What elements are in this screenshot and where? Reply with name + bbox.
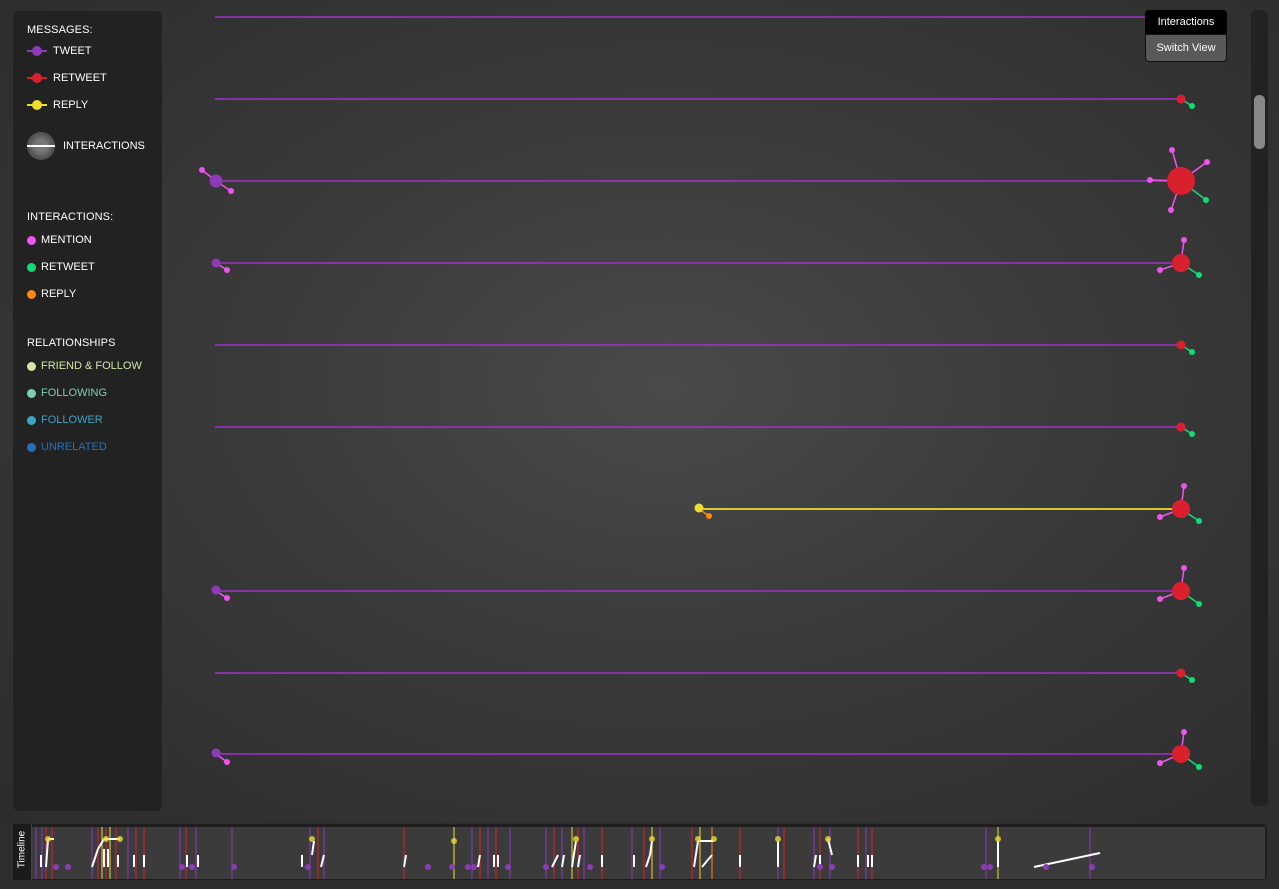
tweet-node[interactable] xyxy=(211,748,221,758)
reply-line-icon xyxy=(27,99,47,111)
timeline-tick-lines xyxy=(35,827,1091,879)
switch-view-button[interactable]: Switch View xyxy=(1145,34,1227,62)
retweet-node[interactable] xyxy=(1167,167,1195,195)
mention-interaction-dot[interactable] xyxy=(1168,207,1174,213)
mention-interaction-dot[interactable] xyxy=(224,759,230,765)
legend-item-label: TWEET xyxy=(53,45,92,57)
unrelated-dot-icon xyxy=(27,442,36,452)
interactions-halo-icon xyxy=(27,132,55,160)
mention-interaction-dot[interactable] xyxy=(1204,159,1210,165)
legend-item-interactions[interactable]: INTERACTIONS xyxy=(27,132,162,160)
message-threads-chart[interactable] xyxy=(0,0,1279,822)
tweet-node[interactable] xyxy=(211,585,221,595)
view-title: Interactions xyxy=(1145,10,1227,34)
tweet-line-icon xyxy=(27,45,47,57)
retweet-interaction-dot[interactable] xyxy=(1189,677,1195,683)
legend-item-friend-follow[interactable]: FRIEND & FOLLOW xyxy=(27,359,162,373)
tweet-node[interactable] xyxy=(209,174,223,188)
vertical-scrollbar[interactable] xyxy=(1251,10,1268,806)
mention-interaction-dot[interactable] xyxy=(224,595,230,601)
retweet-node[interactable] xyxy=(1176,340,1186,350)
mention-interaction-dot[interactable] xyxy=(1157,596,1163,602)
mention-interaction-dot[interactable] xyxy=(224,267,230,273)
legend-item-reply-interaction[interactable]: REPLY xyxy=(27,287,162,301)
retweet-node[interactable] xyxy=(1172,582,1190,600)
retweet-line-icon xyxy=(27,72,47,84)
follower-dot-icon xyxy=(27,415,36,425)
retweet-dot-icon xyxy=(27,262,36,272)
mention-interaction-dot[interactable] xyxy=(199,167,205,173)
retweet-node[interactable] xyxy=(1172,254,1190,272)
retweet-node[interactable] xyxy=(1176,94,1186,104)
legend-item-label: FOLLOWER xyxy=(41,414,103,426)
mention-interaction-dot[interactable] xyxy=(1157,760,1163,766)
interaction-canvas[interactable]: MESSAGES: TWEET RETWEET REPLY INTERACTIO… xyxy=(0,0,1279,822)
following-dot-icon xyxy=(27,388,36,398)
mention-interaction-dot[interactable] xyxy=(228,188,234,194)
legend-item-label: REPLY xyxy=(53,99,89,111)
retweet-interaction-dot[interactable] xyxy=(1189,103,1195,109)
legend-item-label: REPLY xyxy=(41,288,77,300)
legend-item-unrelated[interactable]: UNRELATED xyxy=(27,440,162,454)
view-panel: Interactions Switch View xyxy=(1145,10,1227,66)
mention-interaction-dot[interactable] xyxy=(1147,177,1153,183)
legend-item-label: FRIEND & FOLLOW xyxy=(41,360,142,372)
legend-item-label: INTERACTIONS xyxy=(63,140,145,152)
scrollbar-thumb[interactable] xyxy=(1254,95,1265,149)
reply-dot-icon xyxy=(27,289,36,299)
mention-interaction-dot[interactable] xyxy=(1181,237,1187,243)
retweet-interaction-dot[interactable] xyxy=(1196,518,1202,524)
timeline-overview[interactable] xyxy=(32,827,1265,879)
retweet-node[interactable] xyxy=(1172,745,1190,763)
retweet-interaction-dot[interactable] xyxy=(1189,349,1195,355)
legend-item-label: RETWEET xyxy=(53,72,107,84)
mention-interaction-dot[interactable] xyxy=(1157,514,1163,520)
legend-item-following[interactable]: FOLLOWING xyxy=(27,386,162,400)
mention-interaction-dot[interactable] xyxy=(1181,483,1187,489)
legend-item-label: RETWEET xyxy=(41,261,95,273)
mention-interaction-dot[interactable] xyxy=(1181,565,1187,571)
mention-dot-icon xyxy=(27,235,36,245)
legend-messages-heading: MESSAGES: xyxy=(27,24,93,36)
legend-item-label: FOLLOWING xyxy=(41,387,108,399)
legend-item-label: MENTION xyxy=(41,234,92,246)
legend-item-tweet[interactable]: TWEET xyxy=(27,44,162,58)
legend-item-retweet[interactable]: RETWEET xyxy=(27,71,162,85)
legend-relationships-heading: RELATIONSHIPS xyxy=(27,337,116,349)
legend-interactions-heading: INTERACTIONS: xyxy=(27,211,114,223)
timeline-interaction-marks xyxy=(40,838,1101,868)
legend-item-retweet-interaction[interactable]: RETWEET xyxy=(27,260,162,274)
retweet-node[interactable] xyxy=(1176,422,1186,432)
timeline-panel: Timeline xyxy=(13,824,1267,880)
timeline-dots xyxy=(45,836,1095,870)
legend-panel: MESSAGES: TWEET RETWEET REPLY INTERACTIO… xyxy=(13,11,162,811)
friend-follow-dot-icon xyxy=(27,361,36,371)
reply-interaction-dot[interactable] xyxy=(706,513,712,519)
retweet-node[interactable] xyxy=(1172,500,1190,518)
legend-item-reply[interactable]: REPLY xyxy=(27,98,162,112)
retweet-interaction-dot[interactable] xyxy=(1196,601,1202,607)
timeline-brush-area[interactable] xyxy=(32,827,1265,879)
retweet-interaction-dot[interactable] xyxy=(1203,197,1209,203)
retweet-interaction-dot[interactable] xyxy=(1196,764,1202,770)
timeline-label: Timeline xyxy=(16,830,28,869)
legend-item-mention[interactable]: MENTION xyxy=(27,233,162,247)
tweet-node[interactable] xyxy=(211,258,221,268)
legend-item-label: UNRELATED xyxy=(41,441,107,453)
retweet-interaction-dot[interactable] xyxy=(1196,272,1202,278)
reply-node[interactable] xyxy=(694,503,704,513)
timeline-label-box: Timeline xyxy=(13,824,32,880)
legend-item-follower[interactable]: FOLLOWER xyxy=(27,413,162,427)
retweet-interaction-dot[interactable] xyxy=(1189,431,1195,437)
retweet-node[interactable] xyxy=(1176,668,1186,678)
mention-interaction-dot[interactable] xyxy=(1169,147,1175,153)
mention-interaction-dot[interactable] xyxy=(1181,729,1187,735)
mention-interaction-dot[interactable] xyxy=(1157,267,1163,273)
